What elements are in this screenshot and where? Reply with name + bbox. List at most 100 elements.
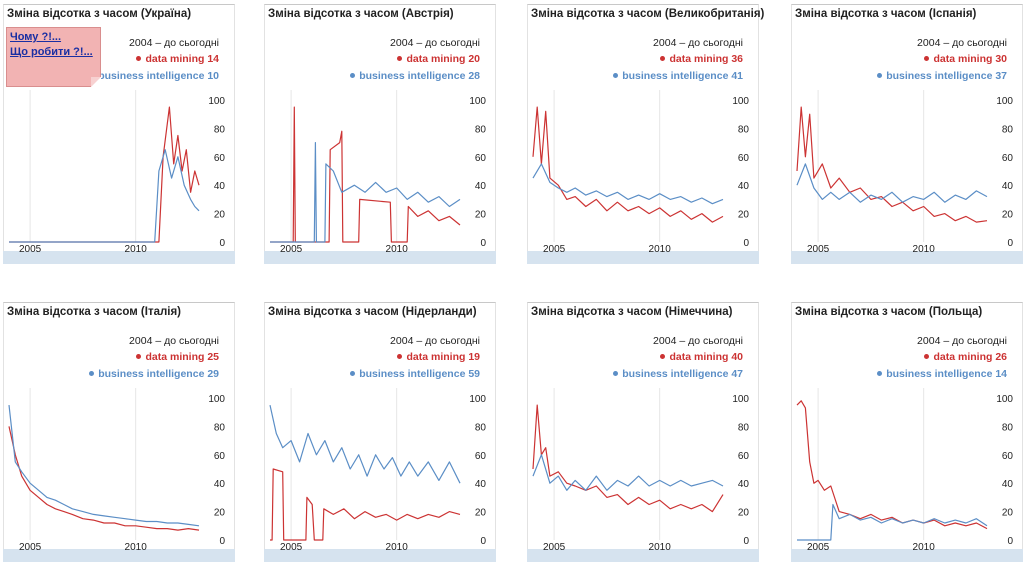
panel-border [527,302,759,562]
y-tick-label: 100 [469,394,486,405]
y-tick-label: 100 [996,394,1013,405]
x-tick-label: 2010 [386,244,409,255]
legend-dot-icon [350,72,356,78]
legend-dot-icon [660,353,666,359]
legend-item: business intelligence 37 [877,70,1007,82]
y-tick-label: 80 [1002,124,1014,135]
chart-panel: Зміна відсотка з часом (Іспанія) 2004 – д… [791,4,1023,264]
chart-panel: Зміна відсотка з часом (Італія) 2004 – до… [3,302,235,562]
x-tick-label: 2005 [807,244,830,255]
x-tick-label: 2010 [913,542,936,553]
legend-label: business intelligence 37 [886,70,1007,82]
x-axis-band [264,549,496,562]
y-tick-label: 80 [738,124,750,135]
period-label: 2004 – до сьогодні [129,335,219,347]
y-tick-label: 80 [738,422,750,433]
y-tick-label: 20 [1002,210,1014,221]
legend-item: data mining 36 [660,53,743,65]
legend-label: business intelligence 59 [359,368,480,380]
y-tick-label: 100 [208,96,225,107]
y-tick-label: 100 [996,96,1013,107]
y-tick-label: 60 [738,153,750,164]
y-tick-label: 80 [214,422,226,433]
y-tick-label: 20 [214,508,226,519]
chart-title: Зміна відсотка з часом (Італія) [7,306,182,318]
panel-border [791,302,1023,562]
why-link[interactable]: Чому ?!... [10,31,62,43]
chart-panel: Зміна відсотка з часом (Німеччина) 2004 –… [527,302,759,562]
y-tick-label: 0 [1007,536,1013,547]
y-tick-label: 40 [1002,479,1014,490]
legend-dot-icon [397,55,403,61]
y-tick-label: 20 [1002,508,1014,519]
legend-label: data mining 26 [933,351,1007,363]
y-tick-label: 40 [475,181,487,192]
series-line [532,454,724,491]
series-line [9,149,200,243]
series-line [8,426,200,531]
legend-label: business intelligence 29 [98,368,219,380]
y-tick-label: 20 [475,210,487,221]
x-axis-band [264,251,496,264]
line-chart: 2005 2010 0 20 40 60 80 100 [3,90,235,264]
panel-border [3,302,235,562]
x-tick-label: 2005 [19,542,42,553]
legend-label: business intelligence 10 [98,70,219,82]
period-label: 2004 – до сьогодні [653,37,743,49]
series-line [532,163,724,205]
legend-item: data mining 19 [397,351,480,363]
x-axis-band [791,251,1023,264]
line-chart: 2005 2010 0 20 40 60 80 100 [264,388,496,562]
y-tick-label: 60 [1002,153,1014,164]
chart-title: Зміна відсотка з часом (Великобританія) [531,8,765,20]
legend-item: data mining 25 [136,351,219,363]
y-tick-label: 0 [743,238,749,249]
legend-label: business intelligence 14 [886,368,1007,380]
legend-dot-icon [136,353,142,359]
y-tick-label: 40 [738,479,750,490]
chart-panel: Зміна відсотка з часом (Україна) 2004 – д… [3,4,235,264]
line-chart: 2005 2010 0 20 40 60 80 100 [527,388,759,562]
page-fold-icon [91,77,101,87]
series-line [270,106,461,243]
series-line [532,404,724,513]
legend-item: data mining 14 [136,53,219,65]
chart-title: Зміна відсотка з часом (Австрія) [268,8,454,20]
legend-item: business intelligence 59 [350,368,480,380]
x-tick-label: 2005 [280,244,303,255]
y-tick-label: 0 [219,238,225,249]
legend-label: data mining 19 [406,351,480,363]
period-label: 2004 – до сьогодні [390,335,480,347]
what-to-do-link[interactable]: Що робити ?!... [10,46,93,58]
legend-label: business intelligence 47 [622,368,743,380]
legend-dot-icon [924,353,930,359]
chart-title: Зміна відсотка з часом (Нідерланди) [268,306,477,318]
line-chart: 2005 2010 0 20 40 60 80 100 [3,388,235,562]
legend-label: business intelligence 41 [622,70,743,82]
y-tick-label: 60 [214,451,226,462]
legend-dot-icon [350,370,356,376]
series-line [269,404,461,484]
x-tick-label: 2005 [807,542,830,553]
chart-title: Зміна відсотка з часом (Польща) [795,306,983,318]
y-tick-label: 80 [214,124,226,135]
y-tick-label: 60 [214,153,226,164]
chart-panel: Зміна відсотка з часом (Австрія) 2004 – д… [264,4,496,264]
y-tick-label: 40 [214,181,226,192]
legend-dot-icon [613,370,619,376]
chart-title: Зміна відсотка з часом (Україна) [7,8,192,20]
x-axis-band [3,549,235,562]
legend-item: data mining 40 [660,351,743,363]
legend-label: data mining 14 [145,53,219,65]
y-tick-label: 40 [738,181,750,192]
series-line [796,163,988,203]
y-tick-label: 100 [732,394,749,405]
panel-border [791,4,1023,264]
x-tick-label: 2005 [19,244,42,255]
panel-border [3,4,235,264]
line-chart: 2005 2010 0 20 40 60 80 100 [791,388,1023,562]
legend-label: data mining 25 [145,351,219,363]
y-tick-label: 20 [738,508,750,519]
legend-label: data mining 40 [669,351,743,363]
x-tick-label: 2005 [543,542,566,553]
